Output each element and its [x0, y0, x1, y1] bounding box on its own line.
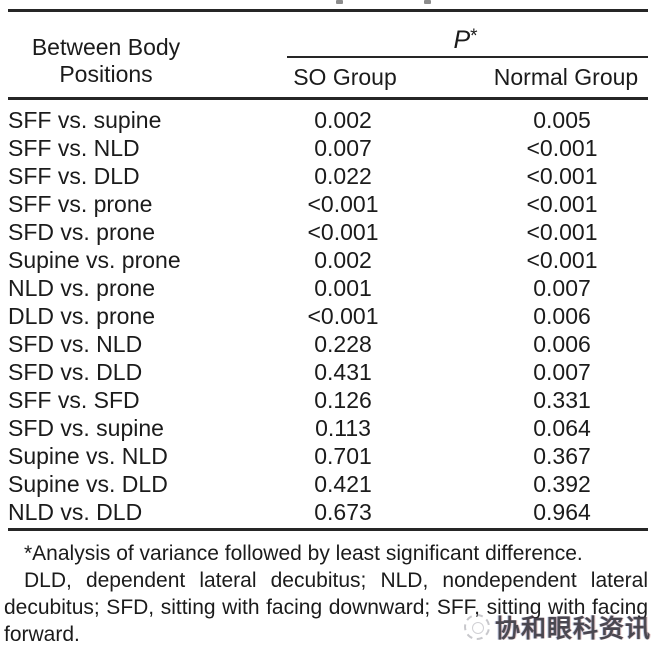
so-group-value: 0.002 — [314, 246, 372, 273]
header-bottom-rule — [8, 97, 648, 100]
table-row: SFD vs. DLD 0.431 0.007 — [0, 358, 652, 386]
normal-group-value: <0.001 — [526, 246, 598, 273]
so-group-value: 0.701 — [314, 442, 372, 469]
column-header-line1: Between Body — [31, 34, 181, 60]
cropped-caption-remnant — [424, 0, 431, 4]
column-header-so-group: SO Group — [293, 64, 397, 90]
column-header-body-positions: Between Body Positions — [8, 34, 204, 88]
so-group-value: <0.001 — [307, 302, 379, 329]
normal-group-value: <0.001 — [526, 218, 598, 245]
normal-group-value: 0.007 — [533, 274, 591, 301]
normal-group-value: 0.367 — [533, 442, 591, 469]
p-spanner-rule — [287, 56, 648, 58]
normal-group-value: 0.006 — [533, 302, 591, 329]
table-row: SFF vs. DLD 0.022 <0.001 — [0, 162, 652, 190]
column-header-line2: Positions — [59, 61, 153, 87]
table-row: SFF vs. NLD 0.007 <0.001 — [0, 134, 652, 162]
so-group-value: 0.431 — [314, 358, 372, 385]
footnote-statistics: *Analysis of variance followed by least … — [24, 542, 583, 565]
table-row: Supine vs. NLD 0.701 0.367 — [0, 442, 652, 470]
normal-group-value: 0.964 — [533, 498, 591, 525]
so-group-value: <0.001 — [307, 218, 379, 245]
row-label: NLD vs. DLD — [8, 498, 143, 525]
row-label: Supine vs. DLD — [8, 470, 168, 497]
normal-group-value: 0.392 — [533, 470, 591, 497]
p-label: P — [453, 26, 471, 54]
row-label: SFF vs. SFD — [8, 386, 140, 413]
so-group-value: 0.228 — [314, 330, 372, 357]
table-row: SFF vs. supine 0.002 0.005 — [0, 106, 652, 134]
table-row: NLD vs. prone 0.001 0.007 — [0, 274, 652, 302]
row-label: SFD vs. DLD — [8, 358, 143, 385]
normal-group-value: 0.005 — [533, 106, 591, 133]
so-group-value: 0.001 — [314, 274, 372, 301]
row-label: SFF vs. prone — [8, 190, 153, 217]
row-label: Supine vs. NLD — [8, 442, 168, 469]
column-header-normal-group: Normal Group — [493, 64, 639, 90]
row-label: SFD vs. NLD — [8, 330, 143, 357]
table-row: SFD vs. prone <0.001 <0.001 — [0, 218, 652, 246]
normal-group-value: 0.007 — [533, 358, 591, 385]
row-label: SFF vs. NLD — [8, 134, 140, 161]
table-row: SFF vs. SFD 0.126 0.331 — [0, 386, 652, 414]
table-row: Supine vs. prone 0.002 <0.001 — [0, 246, 652, 274]
so-group-value: 0.126 — [314, 386, 372, 413]
table-bottom-rule — [8, 528, 648, 531]
normal-group-value: 0.331 — [533, 386, 591, 413]
p-asterisk: * — [470, 26, 478, 47]
row-label: SFD vs. supine — [8, 414, 164, 441]
row-label: SFF vs. DLD — [8, 162, 140, 189]
table-rows: SFF vs. supine 0.002 0.005 SFF vs. NLD 0.007… — [0, 106, 652, 526]
table-row: SFF vs. prone <0.001 <0.001 — [0, 190, 652, 218]
row-label: DLD vs. prone — [8, 302, 156, 329]
so-group-value: 0.022 — [314, 162, 372, 189]
row-label: SFD vs. prone — [8, 218, 155, 245]
table-row: SFD vs. NLD 0.228 0.006 — [0, 330, 652, 358]
row-label: NLD vs. prone — [8, 274, 156, 301]
table-row: Supine vs. DLD 0.421 0.392 — [0, 470, 652, 498]
normal-group-value: <0.001 — [526, 190, 598, 217]
so-group-value: <0.001 — [307, 190, 379, 217]
column-header-p: P* — [287, 22, 644, 55]
normal-group-value: <0.001 — [526, 162, 598, 189]
so-group-value: 0.421 — [314, 470, 372, 497]
normal-group-value: 0.006 — [533, 330, 591, 357]
table-row: SFD vs. supine 0.113 0.064 — [0, 414, 652, 442]
so-group-value: 0.673 — [314, 498, 372, 525]
so-group-value: 0.113 — [315, 414, 371, 441]
cropped-caption-remnant — [336, 0, 343, 4]
table-row: NLD vs. DLD 0.673 0.964 — [0, 498, 652, 526]
normal-group-value: <0.001 — [526, 134, 598, 161]
normal-group-value: 0.064 — [533, 414, 591, 441]
row-label: SFF vs. supine — [8, 106, 162, 133]
table-footnotes: *Analysis of variance followed by least … — [4, 540, 648, 646]
so-group-value: 0.002 — [314, 106, 372, 133]
footnote-abbreviations: DLD, dependent lateral decubitus; NLD, n… — [4, 569, 648, 646]
table-top-rule — [8, 9, 648, 12]
row-label: Supine vs. prone — [8, 246, 181, 273]
table-row: DLD vs. prone <0.001 0.006 — [0, 302, 652, 330]
so-group-value: 0.007 — [314, 134, 372, 161]
